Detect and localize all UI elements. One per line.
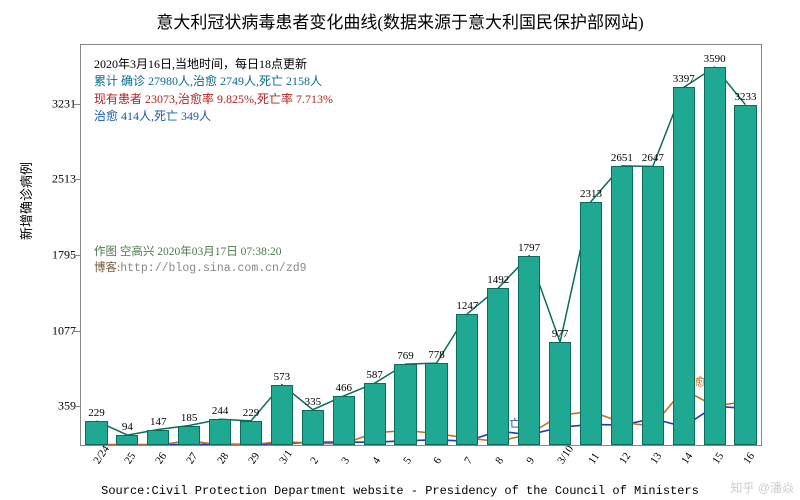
info-box: 2020年3月16日,当地时间，每日18点更新 累计 确诊 27980人,治愈 … [94,56,333,126]
bar [302,410,324,445]
bar-label: 1247 [456,300,478,312]
y-tick: 2513 [36,172,76,187]
info-daily: 治愈 414人,死亡 349人 [94,108,333,125]
bar-label: 2647 [642,152,664,164]
bar [549,342,571,445]
bar [209,419,231,445]
x-tick: 3 [339,455,352,466]
x-tick: 15 [710,450,726,466]
credit-blog-label: 博客: [94,262,120,274]
bar-label: 3233 [735,91,757,103]
bar-label: 335 [305,396,322,408]
bar-label: 769 [397,350,414,362]
bar-label: 3590 [704,53,726,65]
bar [271,385,293,445]
info-cumulative: 累计 确诊 27980人,治愈 2749人,死亡 2158人 [94,73,333,90]
y-tick: 359 [36,399,76,414]
info-current: 现有患者 23073,治愈率 9.825%,死亡率 7.713% [94,91,333,108]
bar [580,202,602,445]
bar-label: 2313 [580,188,602,200]
x-tick: 16 [741,450,757,466]
chart-title: 意大利冠状病毒患者变化曲线(数据来源于意大利国民保护部网站) [0,0,800,33]
bar-label: 587 [366,369,383,381]
bar [487,288,509,445]
x-tick: 2/24 [92,443,113,466]
bar [394,364,416,445]
bar-label: 2651 [611,152,633,164]
x-tick: 4 [370,455,383,466]
y-tick: 3231 [36,96,76,111]
credit-blog: 博客:http://blog.sina.com.cn/zd9 [94,260,307,277]
y-tick: 1795 [36,248,76,263]
source-line: Source:Civil Protection Department websi… [0,484,800,498]
bar [178,426,200,445]
bar [425,363,447,445]
x-tick: 29 [246,450,262,466]
x-tick: 28 [215,450,231,466]
chart-container: 意大利冠状病毒患者变化曲线(数据来源于意大利国民保护部网站) 新增确诊病例 35… [0,0,800,500]
bar-label: 466 [335,382,352,394]
watermark: 知乎 @潘焱 [730,479,794,496]
x-tick: 5 [401,455,414,466]
credit-box: 作图 空高兴 2020年03月17日 07:38:20 博客:http://bl… [94,244,307,277]
x-tick: 13 [648,450,664,466]
credit-author: 作图 空高兴 2020年03月17日 07:38:20 [94,244,307,260]
bar-label: 573 [274,371,291,383]
credit-blog-link[interactable]: http://blog.sina.com.cn/zd9 [120,262,306,275]
x-tick: 9 [524,455,537,466]
bar [116,435,138,445]
x-tick: 2 [308,455,321,466]
bar [456,314,478,445]
bar [333,396,355,445]
bar-label: 229 [88,407,105,419]
bar-label: 185 [181,412,198,424]
x-tick: 11 [586,451,602,466]
x-tick: 27 [184,450,200,466]
bar-label: 1797 [518,242,540,254]
bar [147,430,169,445]
bar-label: 229 [243,407,260,419]
x-tick: 7 [463,455,476,466]
x-tick: 12 [617,450,633,466]
bar [704,67,726,445]
x-tick: 8 [493,455,506,466]
x-tick: 3/1 [277,448,295,466]
bar-label: 1492 [487,274,509,286]
bar [642,166,664,445]
info-date: 2020年3月16日,当地时间，每日18点更新 [94,56,333,73]
bar-label: 94 [122,421,133,433]
x-tick: 3/10 [555,443,576,466]
bar [611,166,633,445]
y-axis-label: 新增确诊病例 [16,162,35,240]
x-tick: 26 [153,450,169,466]
y-tick: 1077 [36,323,76,338]
bar-label: 977 [552,328,569,340]
bar [85,421,107,445]
x-tick: 14 [679,450,695,466]
bar-label: 244 [212,405,229,417]
bar [673,87,695,445]
x-tick: 6 [432,455,445,466]
bar [240,421,262,445]
x-tick: 25 [123,450,139,466]
bar [734,105,756,445]
bar-label: 3397 [673,73,695,85]
bar-label: 147 [150,416,167,428]
bar-label: 778 [428,349,445,361]
bar [364,383,386,445]
bar [518,256,540,445]
